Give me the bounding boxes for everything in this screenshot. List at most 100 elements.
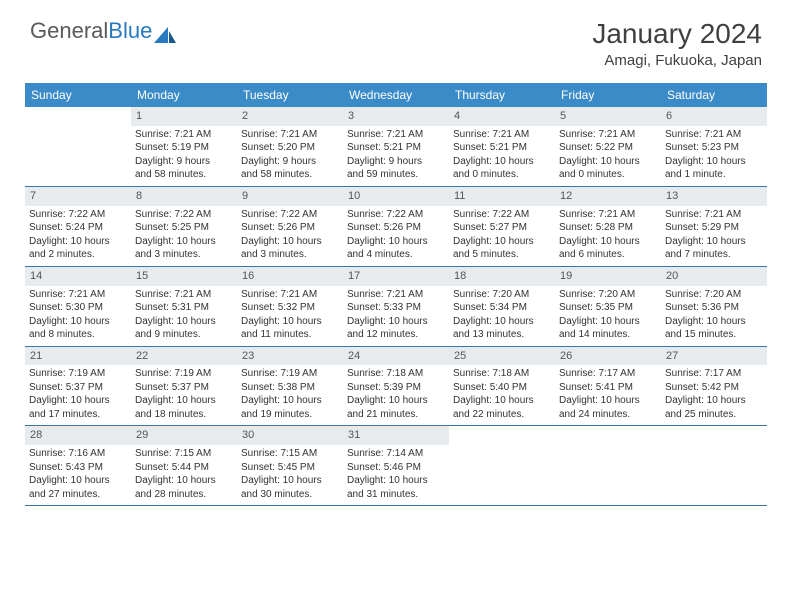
day-cell <box>25 107 131 186</box>
week-row: 7Sunrise: 7:22 AMSunset: 5:24 PMDaylight… <box>25 187 767 267</box>
day-number: 16 <box>237 267 343 286</box>
day-line: Sunset: 5:21 PM <box>347 141 445 155</box>
day-cell <box>449 426 555 505</box>
day-line: Sunrise: 7:21 AM <box>665 128 763 142</box>
day-line: Sunset: 5:37 PM <box>29 381 127 395</box>
day-line: Sunset: 5:24 PM <box>29 221 127 235</box>
day-line: Sunset: 5:30 PM <box>29 301 127 315</box>
day-line: Sunset: 5:28 PM <box>559 221 657 235</box>
day-line: Sunset: 5:22 PM <box>559 141 657 155</box>
day-content: Sunrise: 7:18 AMSunset: 5:40 PMDaylight:… <box>449 365 555 425</box>
day-content: Sunrise: 7:20 AMSunset: 5:36 PMDaylight:… <box>661 286 767 346</box>
weekday-header: Tuesday <box>237 83 343 107</box>
day-cell: 12Sunrise: 7:21 AMSunset: 5:28 PMDayligh… <box>555 187 661 266</box>
day-line: Daylight: 10 hours <box>29 394 127 408</box>
day-cell: 30Sunrise: 7:15 AMSunset: 5:45 PMDayligh… <box>237 426 343 505</box>
day-content: Sunrise: 7:21 AMSunset: 5:30 PMDaylight:… <box>25 286 131 346</box>
day-number: 2 <box>237 107 343 126</box>
day-cell: 9Sunrise: 7:22 AMSunset: 5:26 PMDaylight… <box>237 187 343 266</box>
day-line: Sunrise: 7:15 AM <box>135 447 233 461</box>
day-content <box>555 445 661 451</box>
day-line: Sunset: 5:41 PM <box>559 381 657 395</box>
day-number: 23 <box>237 347 343 366</box>
day-cell: 27Sunrise: 7:17 AMSunset: 5:42 PMDayligh… <box>661 347 767 426</box>
day-line: Daylight: 10 hours <box>665 315 763 329</box>
day-line: Daylight: 10 hours <box>347 235 445 249</box>
day-line: Sunrise: 7:19 AM <box>135 367 233 381</box>
day-content: Sunrise: 7:21 AMSunset: 5:21 PMDaylight:… <box>343 126 449 186</box>
day-number: 28 <box>25 426 131 445</box>
day-number: 15 <box>131 267 237 286</box>
day-number: 7 <box>25 187 131 206</box>
day-line: and 58 minutes. <box>135 168 233 182</box>
day-cell: 29Sunrise: 7:15 AMSunset: 5:44 PMDayligh… <box>131 426 237 505</box>
day-number: 20 <box>661 267 767 286</box>
week-row: 14Sunrise: 7:21 AMSunset: 5:30 PMDayligh… <box>25 267 767 347</box>
day-content: Sunrise: 7:19 AMSunset: 5:38 PMDaylight:… <box>237 365 343 425</box>
day-line: Sunrise: 7:22 AM <box>29 208 127 222</box>
day-line: and 27 minutes. <box>29 488 127 502</box>
day-line: and 18 minutes. <box>135 408 233 422</box>
day-line: Daylight: 10 hours <box>241 315 339 329</box>
day-line: Sunset: 5:40 PM <box>453 381 551 395</box>
day-content <box>449 445 555 451</box>
day-cell: 11 Sunrise: 7:22 AMSunset: 5:27 PMDayligh… <box>449 187 555 266</box>
day-content <box>25 126 131 132</box>
day-line: Sunrise: 7:15 AM <box>241 447 339 461</box>
day-line: Sunrise: 7:22 AM <box>453 208 551 222</box>
day-line: and 3 minutes. <box>135 248 233 262</box>
day-number: 4 <box>449 107 555 126</box>
day-line: Sunrise: 7:14 AM <box>347 447 445 461</box>
day-line: Sunset: 5:35 PM <box>559 301 657 315</box>
day-line: and 12 minutes. <box>347 328 445 342</box>
day-line: Sunrise: 7:21 AM <box>135 128 233 142</box>
day-line: Daylight: 10 hours <box>453 235 551 249</box>
day-content: Sunrise: 7:21 AMSunset: 5:32 PMDaylight:… <box>237 286 343 346</box>
weekday-header: Saturday <box>661 83 767 107</box>
day-line: Sunset: 5:33 PM <box>347 301 445 315</box>
day-line: and 2 minutes. <box>29 248 127 262</box>
day-line: Daylight: 9 hours <box>241 155 339 169</box>
day-line: Sunset: 5:31 PM <box>135 301 233 315</box>
day-line: Daylight: 10 hours <box>665 155 763 169</box>
day-content: Sunrise: 7:15 AMSunset: 5:44 PMDaylight:… <box>131 445 237 505</box>
day-line: Daylight: 10 hours <box>665 235 763 249</box>
day-line: and 58 minutes. <box>241 168 339 182</box>
day-line: and 0 minutes. <box>559 168 657 182</box>
day-line: and 6 minutes. <box>559 248 657 262</box>
day-line: Sunrise: 7:21 AM <box>241 288 339 302</box>
day-content: Sunrise: 7:22 AMSunset: 5:26 PMDaylight:… <box>237 206 343 266</box>
day-content: Sunrise: 7:19 AMSunset: 5:37 PMDaylight:… <box>25 365 131 425</box>
day-cell: 23Sunrise: 7:19 AMSunset: 5:38 PMDayligh… <box>237 347 343 426</box>
day-cell: 25Sunrise: 7:18 AMSunset: 5:40 PMDayligh… <box>449 347 555 426</box>
day-line: Sunrise: 7:17 AM <box>559 367 657 381</box>
day-line: Daylight: 10 hours <box>29 474 127 488</box>
day-number: 25 <box>449 347 555 366</box>
day-number: 22 <box>131 347 237 366</box>
day-line: Sunset: 5:23 PM <box>665 141 763 155</box>
week-row: 1Sunrise: 7:21 AMSunset: 5:19 PMDaylight… <box>25 107 767 187</box>
day-line: and 14 minutes. <box>559 328 657 342</box>
day-number: 11 <box>449 187 555 206</box>
day-content: Sunrise: 7:21 AMSunset: 5:33 PMDaylight:… <box>343 286 449 346</box>
day-line: Sunrise: 7:20 AM <box>665 288 763 302</box>
day-number: 14 <box>25 267 131 286</box>
day-content: Sunrise: 7:22 AMSunset: 5:25 PMDaylight:… <box>131 206 237 266</box>
weekday-header: Wednesday <box>343 83 449 107</box>
day-line: Sunset: 5:34 PM <box>453 301 551 315</box>
day-cell: 14Sunrise: 7:21 AMSunset: 5:30 PMDayligh… <box>25 267 131 346</box>
day-number: 27 <box>661 347 767 366</box>
weekday-header: Friday <box>555 83 661 107</box>
day-number: 13 <box>661 187 767 206</box>
day-content: Sunrise: 7:21 AMSunset: 5:21 PMDaylight:… <box>449 126 555 186</box>
day-number: 29 <box>131 426 237 445</box>
day-cell: 24Sunrise: 7:18 AMSunset: 5:39 PMDayligh… <box>343 347 449 426</box>
day-content: Sunrise: 7:17 AMSunset: 5:41 PMDaylight:… <box>555 365 661 425</box>
week-row: 28Sunrise: 7:16 AMSunset: 5:43 PMDayligh… <box>25 426 767 506</box>
day-line: Sunset: 5:38 PM <box>241 381 339 395</box>
day-line: Sunset: 5:20 PM <box>241 141 339 155</box>
day-line: Sunrise: 7:22 AM <box>347 208 445 222</box>
day-line: Sunset: 5:39 PM <box>347 381 445 395</box>
day-line: Sunset: 5:27 PM <box>453 221 551 235</box>
day-line: and 0 minutes. <box>453 168 551 182</box>
